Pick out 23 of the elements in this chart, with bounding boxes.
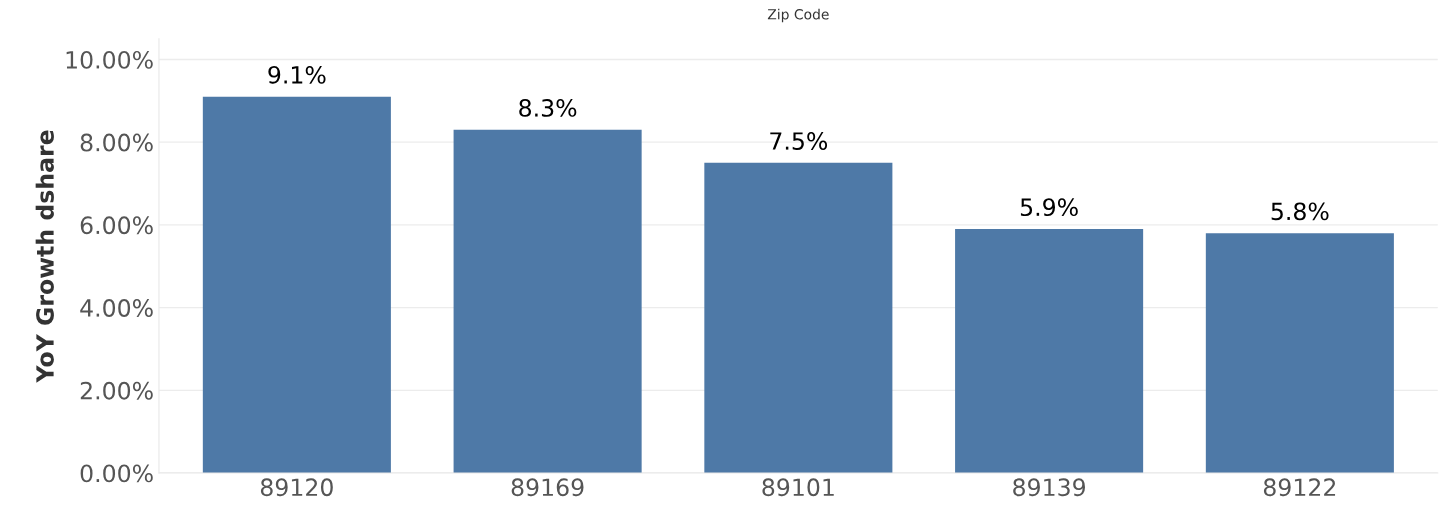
data-label: 9.1% (268, 65, 326, 84)
data-label: 8.3% (519, 99, 577, 117)
y-tick-label: 0.00% (80, 464, 153, 483)
bar (453, 129, 642, 474)
y-tick-label: 2.00% (80, 381, 153, 400)
x-tick-label: 89139 (1013, 478, 1086, 497)
data-label: 7.5% (770, 132, 828, 150)
y-tick-label: 8.00% (80, 133, 153, 152)
x-tick-label: 89169 (511, 478, 584, 497)
x-tick-label: 89101 (762, 478, 834, 497)
y-axis-title: YoY Growth dshare (35, 130, 54, 383)
x-tick-label: 89120 (260, 478, 333, 497)
bar (704, 162, 893, 474)
y-tick-label: 6.00% (80, 216, 153, 235)
bar (202, 96, 391, 474)
bar (1205, 233, 1394, 474)
x-tick-label: 89122 (1263, 478, 1336, 497)
y-tick-label: 4.00% (80, 299, 153, 317)
data-label: 5.9% (1020, 198, 1078, 217)
chart-title: Zip Code (767, 8, 829, 23)
y-tick-label: 10.00% (66, 50, 153, 69)
data-label: 5.8% (1271, 202, 1329, 221)
bar (955, 229, 1144, 474)
